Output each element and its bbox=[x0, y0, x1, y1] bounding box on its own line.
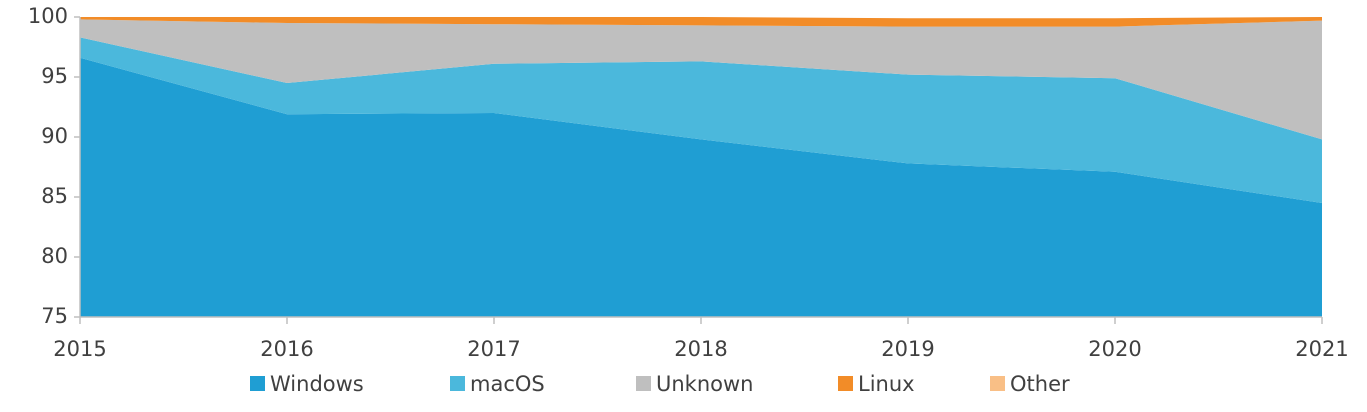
area bbox=[80, 19, 1322, 140]
legend-swatch bbox=[450, 376, 465, 391]
x-tick-label: 2020 bbox=[1088, 337, 1141, 361]
legend-swatch bbox=[636, 376, 651, 391]
x-tick-label: 2018 bbox=[674, 337, 727, 361]
y-tick-label: 85 bbox=[41, 184, 68, 208]
x-tick-label: 2021 bbox=[1295, 337, 1348, 361]
legend-swatch bbox=[990, 376, 1005, 391]
legend-label: macOS bbox=[470, 372, 545, 396]
x-tick-label: 2019 bbox=[881, 337, 934, 361]
y-tick-label: 80 bbox=[41, 244, 68, 268]
y-tick-label: 90 bbox=[41, 124, 68, 148]
y-tick-label: 75 bbox=[41, 304, 68, 328]
area bbox=[80, 57, 1322, 318]
legend-label: Linux bbox=[858, 372, 915, 396]
x-tick-label: 2015 bbox=[53, 337, 106, 361]
y-tick-label: 95 bbox=[41, 64, 68, 88]
legend-swatch bbox=[250, 376, 265, 391]
x-tick-label: 2016 bbox=[260, 337, 313, 361]
x-tick-label: 2017 bbox=[467, 337, 520, 361]
area bbox=[80, 17, 1322, 27]
area bbox=[80, 37, 1322, 204]
y-tick-label: 100 bbox=[28, 4, 68, 28]
legend-label: Unknown bbox=[656, 372, 753, 396]
legend-label: Windows bbox=[270, 372, 364, 396]
legend-swatch bbox=[838, 376, 853, 391]
legend-label: Other bbox=[1010, 372, 1070, 396]
